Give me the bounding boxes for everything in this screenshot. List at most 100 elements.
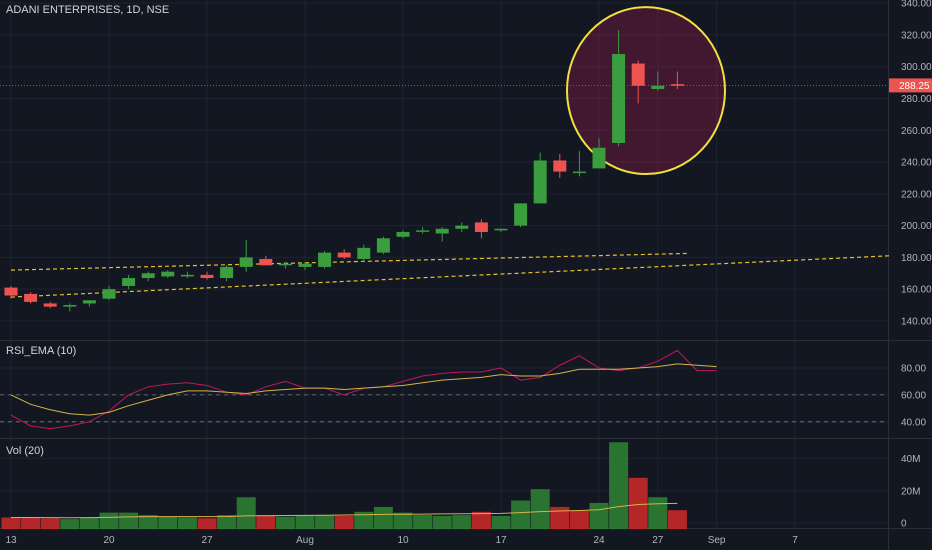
- highlight-circle: [566, 6, 726, 176]
- candle-body: [298, 263, 312, 267]
- volume-bar: [354, 511, 374, 530]
- candle-body: [24, 293, 38, 302]
- time-axis-label: 13: [5, 535, 17, 546]
- volume-bar: [648, 497, 668, 530]
- price-axis-label: 220.00: [901, 189, 932, 200]
- time-axis-label: 7: [792, 535, 798, 546]
- volume-bar: [530, 489, 550, 530]
- candle-body: [592, 147, 606, 169]
- volume-axis-label: 40M: [901, 454, 920, 465]
- candle-body: [122, 278, 136, 286]
- time-axis-label: 27: [652, 535, 664, 546]
- volume-axis-label: 20M: [901, 486, 920, 497]
- candle-body: [200, 274, 214, 279]
- time-axis-label: 20: [103, 535, 115, 546]
- rsi-ema-line: [10, 363, 717, 416]
- candle-body: [416, 230, 430, 232]
- candle-body: [553, 160, 567, 172]
- rsi-axis-label: 40.00: [901, 417, 926, 428]
- price-axis-label: 140.00: [901, 316, 932, 327]
- chart-title: ADANI ENTERPRISES, 1D, NSE: [6, 4, 170, 16]
- price-axis-label: 160.00: [901, 285, 932, 296]
- time-axis-label: 24: [593, 535, 605, 546]
- volume-bar: [275, 516, 295, 530]
- volume-bar: [452, 515, 472, 530]
- volume-bar: [628, 477, 648, 530]
- price-axis-label: 280.00: [901, 94, 932, 105]
- volume-bar: [295, 515, 315, 530]
- time-axis-label: Aug: [296, 535, 314, 546]
- price-axis-label: 240.00: [901, 158, 932, 169]
- candle-body: [651, 85, 665, 89]
- trendline: [10, 252, 688, 271]
- volume-bar: [589, 502, 609, 530]
- candle-body: [357, 247, 371, 259]
- volume-bar: [609, 442, 629, 530]
- candle-body: [670, 84, 684, 86]
- candle-body: [318, 252, 332, 267]
- time-axis-label: 17: [495, 535, 507, 546]
- candle-body: [376, 238, 390, 253]
- volume-bar: [667, 510, 687, 530]
- volume-bar: [236, 497, 256, 530]
- volume-bar: [177, 517, 197, 530]
- last-price-label: 288.25: [899, 81, 930, 92]
- candle-body: [435, 228, 449, 234]
- candle-body: [4, 287, 18, 296]
- candle-body: [396, 231, 410, 237]
- candle-body: [102, 289, 116, 299]
- candle-body: [82, 300, 96, 304]
- candle-body: [631, 63, 645, 86]
- time-axis-label: Sep: [708, 535, 726, 546]
- volume-bar: [217, 515, 237, 530]
- candle-body: [43, 303, 57, 307]
- volume-bar: [256, 515, 276, 530]
- candle-body: [612, 54, 626, 143]
- volume-axis-label: 0: [901, 519, 907, 530]
- volume-bar: [569, 510, 589, 530]
- rsi-axis-label: 60.00: [901, 390, 926, 401]
- price-axis-label: 340.00: [901, 0, 932, 10]
- volume-bar: [21, 517, 41, 530]
- volume-bar: [491, 515, 511, 530]
- rsi-axis-label: 80.00: [901, 363, 926, 374]
- volume-bar: [393, 512, 413, 530]
- volume-bar: [40, 518, 60, 530]
- price-axis-label: 200.00: [901, 221, 932, 232]
- candle-body: [141, 273, 155, 279]
- volume-bar: [413, 515, 433, 530]
- volume-ma-line: [11, 502, 678, 519]
- volume-bar: [373, 506, 393, 530]
- volume-bar: [79, 517, 99, 530]
- volume-bar: [1, 517, 21, 530]
- price-axis-label: 260.00: [901, 126, 932, 137]
- volume-bar: [550, 506, 570, 530]
- volume-bar: [99, 512, 119, 530]
- time-axis-label: 27: [201, 535, 213, 546]
- time-axis-label: 10: [397, 535, 409, 546]
- volume-pane-label: Vol (20): [6, 445, 44, 457]
- candle-body: [474, 222, 488, 232]
- candle-body: [494, 228, 508, 231]
- candle-body: [63, 305, 77, 307]
- candle-body: [180, 274, 194, 277]
- candle-body: [278, 263, 292, 266]
- candle-body: [455, 225, 469, 229]
- candle-body: [239, 257, 253, 267]
- candle-body: [259, 258, 273, 266]
- candle-body: [337, 252, 351, 258]
- volume-bar: [158, 516, 178, 530]
- volume-bar: [138, 515, 158, 530]
- volume-bar: [334, 515, 354, 530]
- volume-bar: [471, 511, 491, 530]
- volume-bar: [197, 518, 217, 530]
- volume-bar: [119, 512, 139, 530]
- candle-body: [533, 160, 547, 204]
- volume-bar: [60, 519, 80, 530]
- price-axis-label: 180.00: [901, 253, 932, 264]
- candle-body: [514, 203, 528, 226]
- volume-bar: [511, 500, 531, 530]
- volume-bar: [315, 515, 335, 530]
- candle-body: [220, 266, 234, 279]
